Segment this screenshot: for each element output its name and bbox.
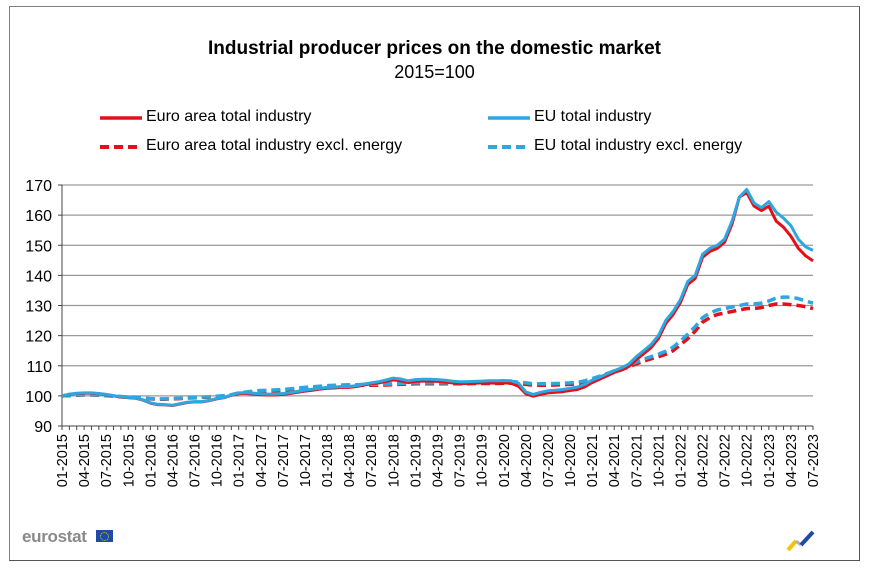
- chart-subtitle: 2015=100: [394, 62, 475, 82]
- x-tick-label: 07-2023: [806, 434, 822, 487]
- x-tick-label: 04-2020: [519, 434, 535, 487]
- x-tick-label: 10-2016: [210, 434, 226, 487]
- y-tick-label: 130: [25, 299, 52, 316]
- x-tick-label: 10-2015: [121, 434, 137, 487]
- y-tick-label: 160: [25, 208, 52, 225]
- x-tick-label: 07-2016: [188, 434, 204, 487]
- x-tick-label: 04-2015: [77, 434, 93, 487]
- x-tick-label: 01-2023: [762, 434, 778, 487]
- x-tick-label: 07-2017: [276, 434, 292, 487]
- x-tick-label: 07-2020: [541, 434, 557, 487]
- eurostat-logo: eurostat: [22, 527, 87, 546]
- x-tick-label: 07-2018: [364, 434, 380, 487]
- x-tick-label: 10-2017: [298, 434, 314, 487]
- eu-flag-icon: [96, 530, 113, 542]
- y-tick-label: 150: [25, 238, 52, 255]
- y-tick-label: 100: [25, 389, 52, 406]
- x-tick-label: 04-2018: [342, 434, 358, 487]
- chart-title: Industrial producer prices on the domest…: [208, 38, 661, 59]
- x-tick-label: 10-2018: [386, 434, 402, 487]
- x-tick-label: 01-2022: [673, 434, 689, 487]
- series-line-eu-total-industry-excl-energy: [61, 295, 814, 401]
- x-tick-label: 01-2019: [408, 434, 424, 487]
- x-tick-label: 10-2020: [563, 434, 579, 487]
- x-tick-label: 10-2019: [475, 434, 491, 487]
- series-line-euro-area-total-industry: [61, 191, 814, 407]
- chart-frame: [9, 6, 860, 561]
- series-line-eu-total-industry: [61, 188, 814, 407]
- x-tick-label: 07-2015: [99, 434, 115, 487]
- x-tick-label: 01-2016: [143, 434, 159, 487]
- y-tick-label: 140: [25, 268, 52, 285]
- x-tick-label: 10-2021: [651, 434, 667, 487]
- x-tick-label: 04-2022: [696, 434, 712, 487]
- x-tick-label: 07-2021: [629, 434, 645, 487]
- legend-label-eu-total: EU total industry: [534, 108, 652, 125]
- x-tick-label: 01-2018: [320, 434, 336, 487]
- x-tick-label: 04-2016: [165, 434, 181, 487]
- legend-label-ea-excl: Euro area total industry excl. energy: [146, 137, 403, 154]
- y-tick-label: 170: [25, 178, 52, 195]
- x-tick-label: 01-2021: [585, 434, 601, 487]
- legend-label-ea-total: Euro area total industry: [146, 108, 312, 125]
- x-tick-label: 07-2019: [453, 434, 469, 487]
- y-tick-label: 90: [34, 419, 52, 436]
- y-tick-label: 110: [26, 359, 52, 376]
- x-tick-label: 04-2021: [607, 434, 623, 487]
- series-line-euro-area-total-industry-excl-energy: [61, 302, 814, 401]
- x-tick-label: 10-2022: [740, 434, 756, 487]
- x-tick-label: 04-2023: [784, 434, 800, 487]
- x-tick-label: 04-2019: [431, 434, 447, 487]
- x-tick-label: 01-2017: [232, 434, 248, 487]
- x-tick-label: 01-2015: [55, 434, 71, 487]
- x-tick-label: 04-2017: [254, 434, 270, 487]
- legend-label-eu-excl: EU total industry excl. energy: [534, 137, 743, 154]
- x-tick-label: 07-2022: [718, 434, 734, 487]
- x-tick-label: 01-2020: [497, 434, 513, 487]
- y-tick-label: 120: [25, 329, 52, 346]
